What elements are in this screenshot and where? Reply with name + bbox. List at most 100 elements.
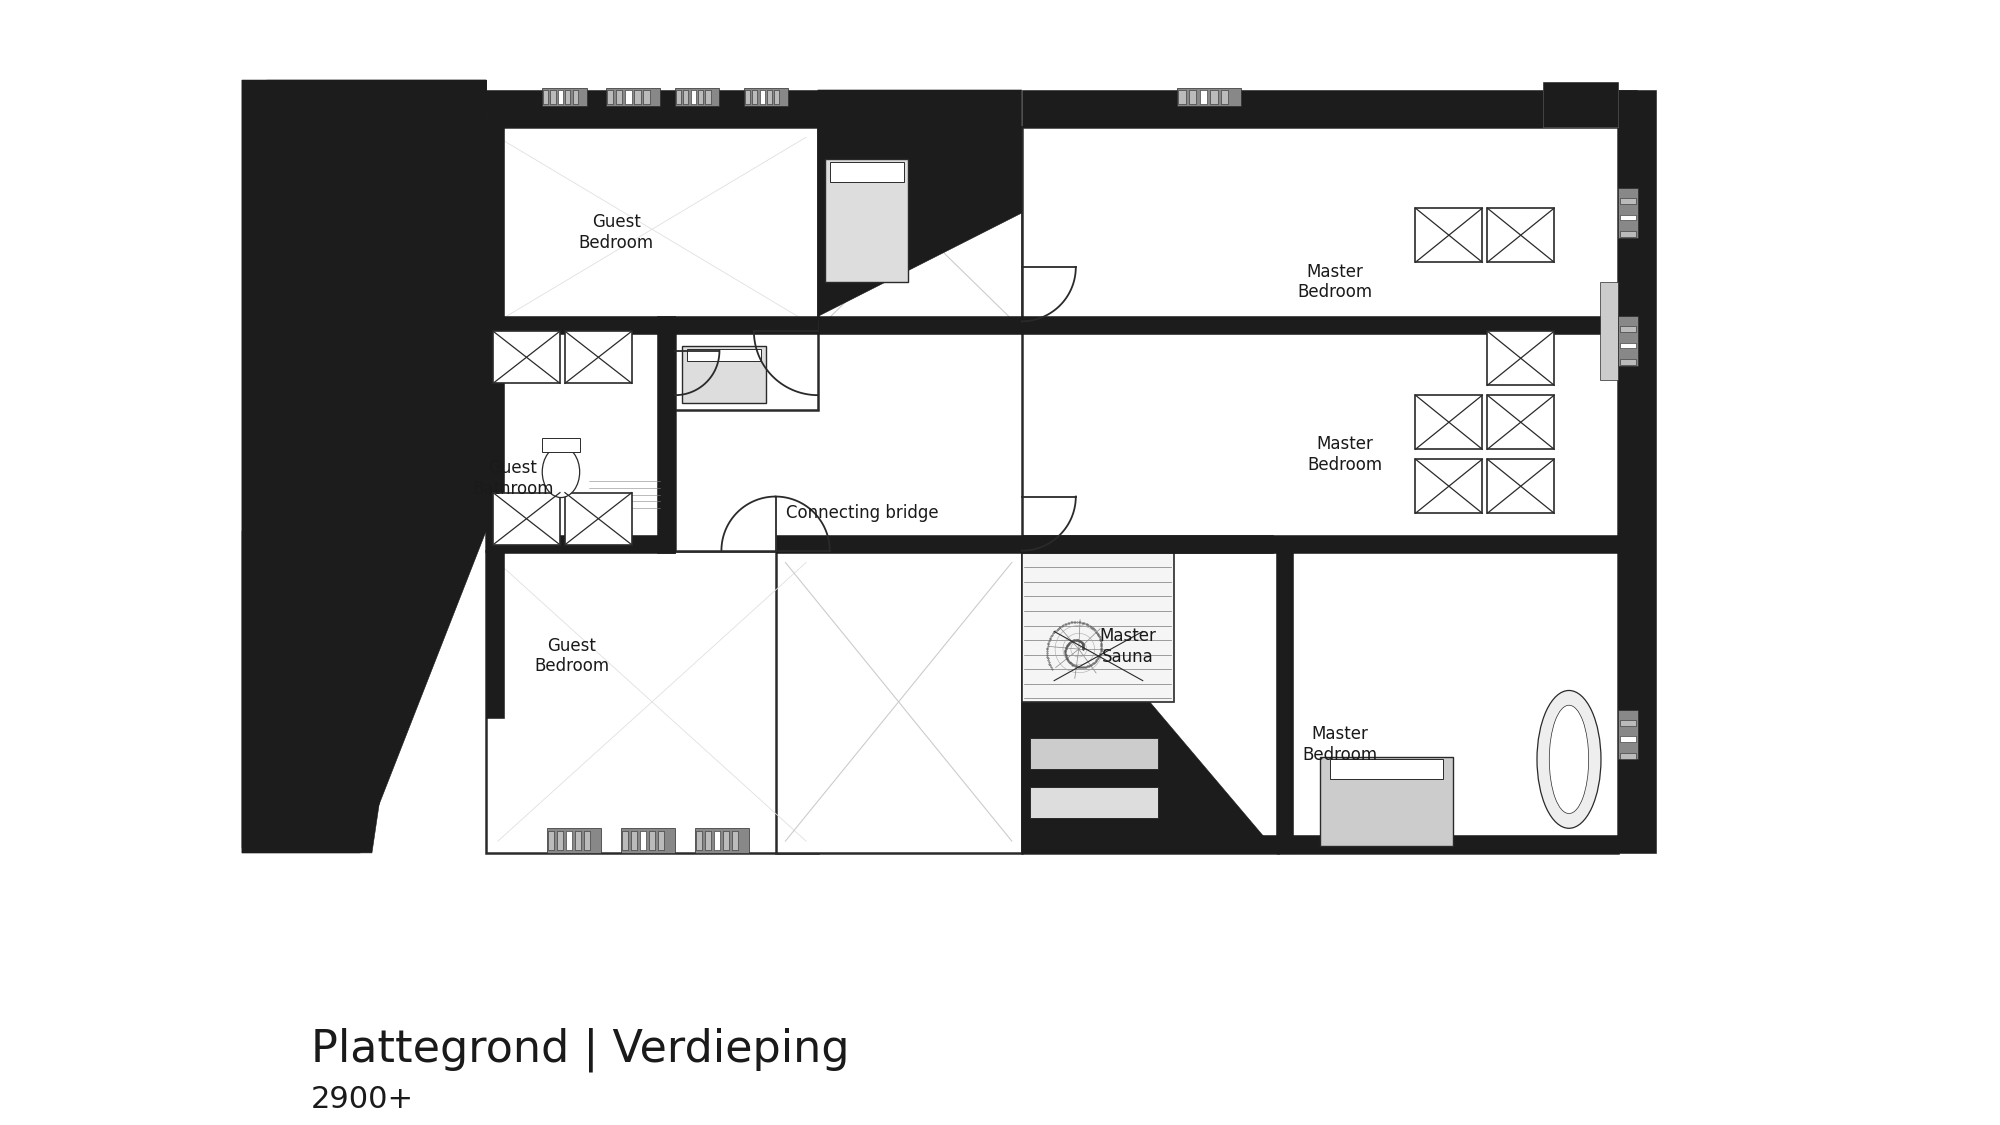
Ellipse shape xyxy=(1536,691,1600,828)
Bar xyxy=(558,90,562,104)
Bar xyxy=(542,88,586,106)
Bar xyxy=(824,159,908,282)
Bar xyxy=(486,331,676,550)
Bar xyxy=(1022,550,1174,702)
Bar xyxy=(1620,326,1636,332)
Bar xyxy=(486,90,836,127)
Bar xyxy=(648,830,656,850)
Bar xyxy=(1620,343,1636,349)
Bar xyxy=(1600,282,1618,380)
Polygon shape xyxy=(242,531,486,853)
Bar xyxy=(1488,331,1554,385)
Bar xyxy=(676,90,682,104)
Text: Master
Bedroom: Master Bedroom xyxy=(1298,262,1372,302)
Polygon shape xyxy=(242,80,486,853)
Bar xyxy=(1416,459,1482,513)
Bar xyxy=(1488,395,1554,449)
Text: Master
Bedroom: Master Bedroom xyxy=(1306,435,1382,474)
Bar xyxy=(776,550,1022,853)
Bar xyxy=(634,90,640,104)
Bar xyxy=(1620,720,1636,726)
Bar xyxy=(732,830,738,850)
Bar xyxy=(818,127,1022,331)
Polygon shape xyxy=(242,80,486,848)
Bar xyxy=(704,830,712,850)
Bar xyxy=(830,162,904,181)
Bar xyxy=(1178,90,1186,104)
Bar xyxy=(486,127,818,331)
Bar xyxy=(1200,90,1208,104)
Bar xyxy=(1620,198,1636,204)
Bar xyxy=(818,316,1022,334)
Bar xyxy=(1022,331,1618,550)
Text: Master
Sauna: Master Sauna xyxy=(1100,627,1156,666)
Bar xyxy=(542,90,548,104)
Bar xyxy=(722,830,730,850)
Bar xyxy=(566,90,570,104)
Bar xyxy=(558,830,564,850)
Bar xyxy=(766,90,772,104)
Bar xyxy=(676,316,818,334)
Bar xyxy=(630,830,638,850)
Ellipse shape xyxy=(542,447,580,497)
Bar xyxy=(1544,82,1618,127)
Bar xyxy=(626,90,632,104)
Bar xyxy=(644,90,650,104)
Polygon shape xyxy=(242,80,486,531)
Bar xyxy=(616,90,622,104)
Bar xyxy=(564,331,632,384)
Bar xyxy=(494,493,560,544)
Bar xyxy=(694,828,748,853)
Bar xyxy=(1022,550,1278,853)
Bar xyxy=(1210,90,1218,104)
Bar xyxy=(548,828,602,853)
Bar xyxy=(698,90,704,104)
Bar xyxy=(622,830,628,850)
Text: Plattegrond | Verdieping: Plattegrond | Verdieping xyxy=(310,1027,850,1072)
Polygon shape xyxy=(266,80,486,533)
Text: Guest
Bedroom: Guest Bedroom xyxy=(578,214,654,252)
Bar xyxy=(486,127,504,718)
Bar xyxy=(1618,316,1638,366)
Bar xyxy=(608,90,614,104)
Bar xyxy=(686,349,760,361)
Bar xyxy=(1178,88,1242,106)
Polygon shape xyxy=(818,90,1022,316)
Bar xyxy=(676,331,818,410)
Bar xyxy=(1488,459,1554,513)
Bar xyxy=(1618,90,1656,853)
Bar xyxy=(1320,757,1452,846)
Bar xyxy=(548,830,554,850)
Bar xyxy=(1188,90,1196,104)
Bar xyxy=(684,90,688,104)
Bar xyxy=(676,319,1098,550)
Bar xyxy=(1276,550,1294,853)
Bar xyxy=(1416,208,1482,262)
Bar xyxy=(584,830,590,850)
Bar xyxy=(658,830,664,850)
Bar xyxy=(776,534,1272,552)
Bar xyxy=(696,830,702,850)
Bar xyxy=(1620,359,1636,364)
Bar xyxy=(752,90,758,104)
Bar xyxy=(1220,90,1228,104)
Bar xyxy=(1618,188,1638,237)
Bar xyxy=(714,830,720,850)
Bar xyxy=(744,88,788,106)
Bar xyxy=(1330,759,1442,780)
Bar xyxy=(1022,835,1618,853)
Bar xyxy=(676,88,720,106)
Bar xyxy=(760,90,764,104)
Bar xyxy=(1620,737,1636,742)
Text: Guest
Bedroom: Guest Bedroom xyxy=(534,637,610,675)
Bar xyxy=(550,90,556,104)
Bar xyxy=(658,316,676,552)
Polygon shape xyxy=(1022,550,1278,853)
Bar xyxy=(1620,215,1636,220)
Bar xyxy=(1618,710,1638,759)
Bar xyxy=(1488,208,1554,262)
Bar xyxy=(1030,738,1158,770)
Bar xyxy=(690,90,696,104)
Bar xyxy=(564,493,632,544)
Text: Guest
Bathroom: Guest Bathroom xyxy=(472,459,554,498)
